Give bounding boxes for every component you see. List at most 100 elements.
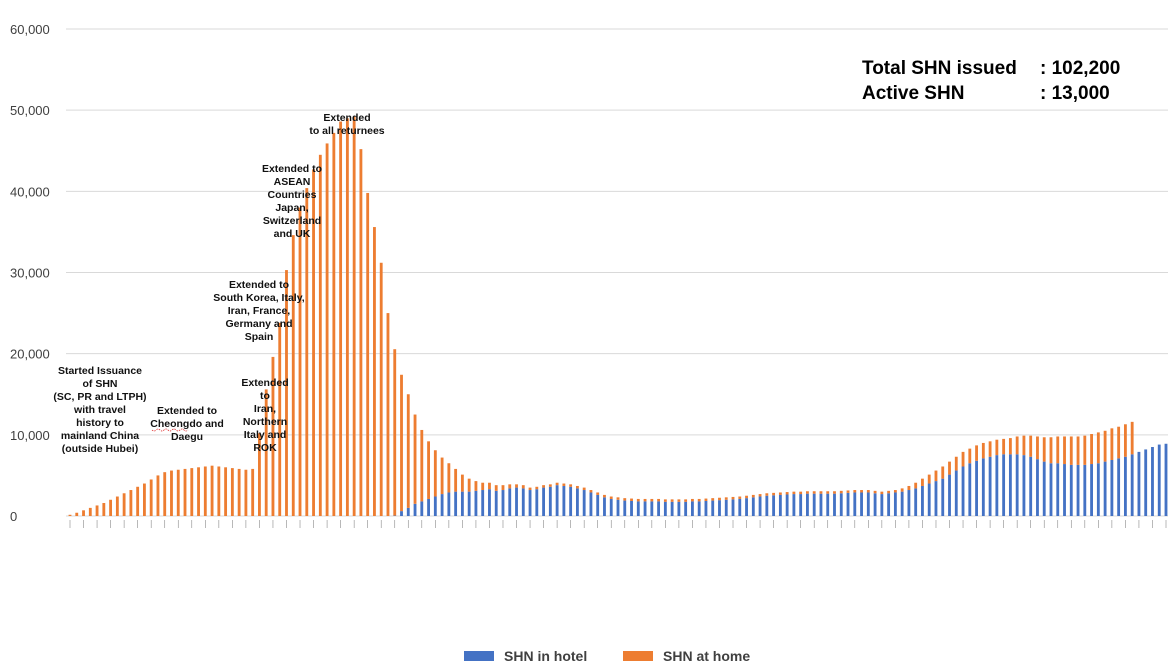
bar-shn-at-home bbox=[860, 490, 863, 493]
annotation-text: Extended to South Korea, Italy, Iran, Fran… bbox=[213, 279, 304, 343]
bar-shn-in-hotel bbox=[724, 499, 728, 516]
bar-shn-in-hotel bbox=[508, 488, 512, 516]
annotation-line: and UK bbox=[274, 228, 311, 240]
annotation-line: Extended to bbox=[262, 163, 322, 175]
bar-shn-at-home bbox=[1002, 438, 1006, 455]
bar-shn-at-home bbox=[298, 207, 302, 516]
bar-shn-in-hotel bbox=[623, 500, 627, 516]
bar-shn-at-home bbox=[684, 499, 688, 502]
bar-shn-in-hotel bbox=[1090, 464, 1093, 516]
bar-shn-in-hotel bbox=[860, 492, 863, 516]
bar-shn-in-hotel bbox=[765, 495, 769, 516]
bar-shn-at-home bbox=[366, 192, 370, 516]
bar-shn-in-hotel bbox=[1002, 454, 1006, 516]
bar-shn-at-home bbox=[1056, 436, 1060, 464]
bar-shn-at-home bbox=[819, 491, 823, 494]
bar-shn-in-hotel bbox=[663, 501, 667, 516]
bar-shn-in-hotel bbox=[670, 501, 674, 516]
bar-shn-in-hotel bbox=[548, 486, 552, 516]
annotation-line: South Korea, Italy, bbox=[213, 292, 304, 304]
bar-shn-in-hotel bbox=[433, 496, 437, 516]
bar-shn-at-home bbox=[197, 467, 200, 516]
bar-shn-at-home bbox=[379, 262, 383, 516]
annotation-line: Spain bbox=[245, 331, 274, 343]
bar-shn-at-home bbox=[515, 484, 518, 488]
bar-shn-in-hotel bbox=[1015, 454, 1019, 516]
bar-shn-in-hotel bbox=[907, 490, 911, 516]
bar-shn-at-home bbox=[738, 496, 742, 499]
bar-shn-in-hotel bbox=[961, 466, 965, 516]
bar-shn-at-home bbox=[1029, 435, 1033, 457]
bar-shn-at-home bbox=[278, 322, 282, 516]
bar-shn-in-hotel bbox=[758, 496, 762, 516]
bar-shn-at-home bbox=[95, 505, 99, 516]
bar-shn-in-hotel bbox=[575, 488, 579, 516]
bar-shn-at-home bbox=[609, 496, 613, 499]
bar-shn-in-hotel bbox=[1056, 463, 1060, 516]
bar-shn-at-home bbox=[109, 499, 113, 516]
annotation-text: Extended to all returnees bbox=[309, 112, 384, 137]
bar-shn-in-hotel bbox=[900, 491, 904, 516]
legend-label: SHN at home bbox=[663, 648, 750, 664]
bar-shn-at-home bbox=[122, 493, 126, 516]
bar-shn-at-home bbox=[528, 487, 532, 491]
bar-shn-in-hotel bbox=[488, 489, 491, 516]
bar-shn-at-home bbox=[129, 490, 133, 516]
bar-shn-in-hotel bbox=[1144, 449, 1148, 516]
bar-shn-at-home bbox=[589, 490, 593, 493]
bar-shn-in-hotel bbox=[1063, 464, 1066, 516]
bar-shn-at-home bbox=[508, 484, 512, 489]
bar-shn-in-hotel bbox=[921, 485, 924, 516]
bar-shn-at-home bbox=[907, 485, 911, 491]
spellcheck-underline bbox=[151, 428, 189, 432]
bar-shn-in-hotel bbox=[542, 487, 545, 516]
y-tick-label: 30,000 bbox=[10, 266, 50, 281]
bar-shn-in-hotel bbox=[988, 456, 992, 516]
bar-shn-at-home bbox=[1090, 434, 1093, 465]
gridlines bbox=[66, 28, 1168, 517]
bar-shn-in-hotel bbox=[745, 498, 748, 516]
y-tick-label: 50,000 bbox=[10, 103, 50, 118]
bar-shn-at-home bbox=[271, 356, 275, 516]
annotations: Started Issuance of SHN (SC, PR and LTPH) w… bbox=[53, 112, 384, 455]
bar-shn-at-home bbox=[1110, 428, 1114, 460]
bar-shn-at-home bbox=[914, 482, 918, 489]
bar-shn-in-hotel bbox=[684, 501, 688, 516]
bar-shn-at-home bbox=[603, 494, 606, 498]
annotation-line: ASEAN bbox=[274, 176, 311, 188]
bar-shn-in-hotel bbox=[792, 494, 796, 516]
bar-shn-at-home bbox=[555, 482, 559, 486]
bar-shn-in-hotel bbox=[481, 490, 485, 516]
bar-shn-in-hotel bbox=[636, 501, 640, 516]
bar-shn-in-hotel bbox=[562, 485, 566, 516]
bar-shn-in-hotel bbox=[711, 500, 715, 516]
bar-shn-at-home bbox=[1042, 437, 1046, 462]
summary-label: Active SHN bbox=[862, 83, 964, 104]
bar-shn-at-home bbox=[880, 491, 884, 495]
bar-shn-at-home bbox=[927, 474, 931, 484]
annotation-line: Italy and bbox=[244, 429, 287, 441]
x-axis-date-labels bbox=[69, 520, 1167, 528]
bar-shn-at-home bbox=[623, 498, 627, 501]
bar-shn-at-home bbox=[826, 491, 830, 494]
bar-shn-in-hotel bbox=[569, 486, 573, 516]
bar-shn-at-home bbox=[325, 143, 329, 516]
bar-shn-at-home bbox=[102, 503, 106, 516]
bar-shn-at-home bbox=[352, 116, 356, 516]
bar-shn-at-home bbox=[724, 497, 728, 500]
annotation-line: (SC, PR and LTPH) bbox=[53, 391, 146, 403]
bar-shn-at-home bbox=[954, 456, 958, 471]
bar-shn-at-home bbox=[1076, 436, 1080, 465]
bar-shn-in-hotel bbox=[535, 489, 539, 516]
legend-swatch-shn-in-hotel bbox=[464, 651, 494, 661]
bar-shn-at-home bbox=[1096, 432, 1100, 464]
bar-shn-at-home bbox=[806, 491, 809, 494]
bar-shn-in-hotel bbox=[697, 501, 701, 516]
bar-shn-at-home bbox=[1015, 436, 1019, 455]
bar-shn-at-home bbox=[136, 486, 140, 516]
legend-label: SHN in hotel bbox=[504, 648, 587, 664]
bar-shn-at-home bbox=[900, 488, 904, 492]
bar-shn-at-home bbox=[697, 498, 701, 502]
bar-shn-in-hotel bbox=[1036, 459, 1039, 516]
bar-shn-at-home bbox=[82, 510, 85, 516]
